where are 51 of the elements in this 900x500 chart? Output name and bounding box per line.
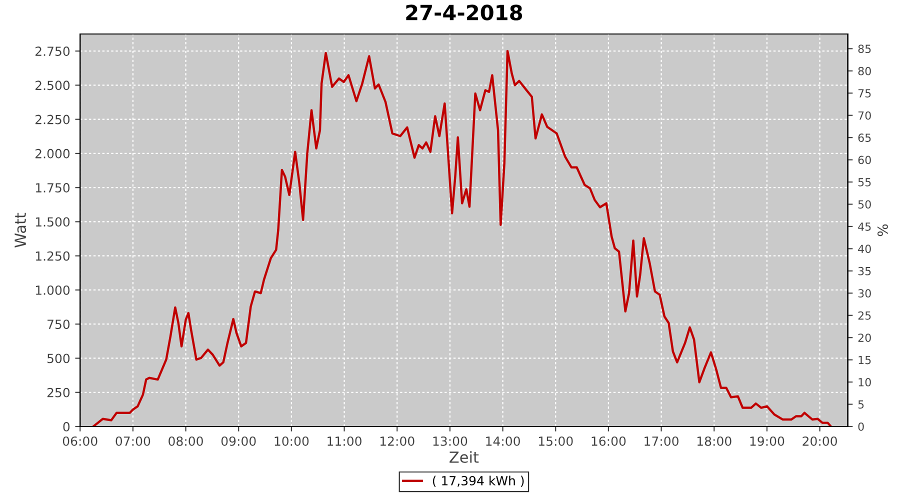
x-tick-label: 18:00 <box>697 436 732 446</box>
y2-tick-label: 15 <box>858 356 871 364</box>
y2-tick-label: 30 <box>858 289 871 298</box>
y2-axis-title: % <box>877 224 888 236</box>
x-tick-label: 07:00 <box>116 436 150 446</box>
y2-tick-label: 85 <box>858 44 871 54</box>
y2-tick-label: 80 <box>858 66 871 76</box>
x-axis-title: Zeit <box>450 451 479 463</box>
x-tick-label: 11:00 <box>328 436 362 446</box>
y2-tick-label: 10 <box>858 378 871 386</box>
y2-tick-label: 50 <box>858 200 871 209</box>
y2-tick-label: 60 <box>858 156 871 164</box>
y2-tick-label: 40 <box>858 244 871 254</box>
y2-tick-label: 35 <box>858 266 871 276</box>
chart-title: 27-4-2018 <box>406 4 522 20</box>
y-tick-label: 250 <box>47 388 70 398</box>
y-tick-label: 750 <box>48 320 70 330</box>
x-tick-label: 14:00 <box>486 436 520 446</box>
x-tick-label: 12:00 <box>380 436 414 446</box>
line-series <box>92 50 832 426</box>
y-tick-label: 1.500 <box>36 217 70 227</box>
y2-tick-label: 0 <box>858 422 864 431</box>
x-tick-label: 09:00 <box>221 436 256 446</box>
x-tick-label: 10:00 <box>274 436 309 446</box>
y-tick-label: 1.750 <box>36 183 70 193</box>
x-tick-label: 15:00 <box>538 436 573 446</box>
y2-tick-label: 75 <box>858 89 871 98</box>
y2-tick-label: 70 <box>858 111 871 120</box>
y2-tick-label: 65 <box>858 134 871 142</box>
y2-tick-label: 45 <box>858 222 871 231</box>
y2-tick-label: 20 <box>858 334 871 342</box>
y-tick-label: 500 <box>47 354 70 364</box>
y-tick-label: 1.250 <box>36 251 70 261</box>
y-tick-label: 0 <box>63 422 70 432</box>
legend-label: ( 17,394 kWh ) <box>432 476 524 487</box>
y-tick-label: 1.000 <box>36 285 70 295</box>
y2-tick-label: 55 <box>858 178 871 186</box>
x-tick-label: 17:00 <box>644 436 678 446</box>
x-tick-label: 19:00 <box>750 436 784 446</box>
y-tick-label: 2.500 <box>36 80 70 90</box>
y2-tick-label: 25 <box>858 311 871 320</box>
x-tick-label: 06:00 <box>62 436 98 446</box>
x-tick-label: 08:00 <box>168 436 203 446</box>
y2-tick-label: 5 <box>858 400 864 409</box>
y-tick-label: 2.000 <box>36 148 70 158</box>
y-tick-label: 2.250 <box>36 114 70 124</box>
x-tick-label: 20:00 <box>802 436 837 446</box>
x-tick-label: 16:00 <box>592 436 626 446</box>
y-tick-label: 2.750 <box>36 46 70 56</box>
y-axis-title: Watt <box>14 212 26 248</box>
x-tick-label: 13:00 <box>433 436 468 446</box>
